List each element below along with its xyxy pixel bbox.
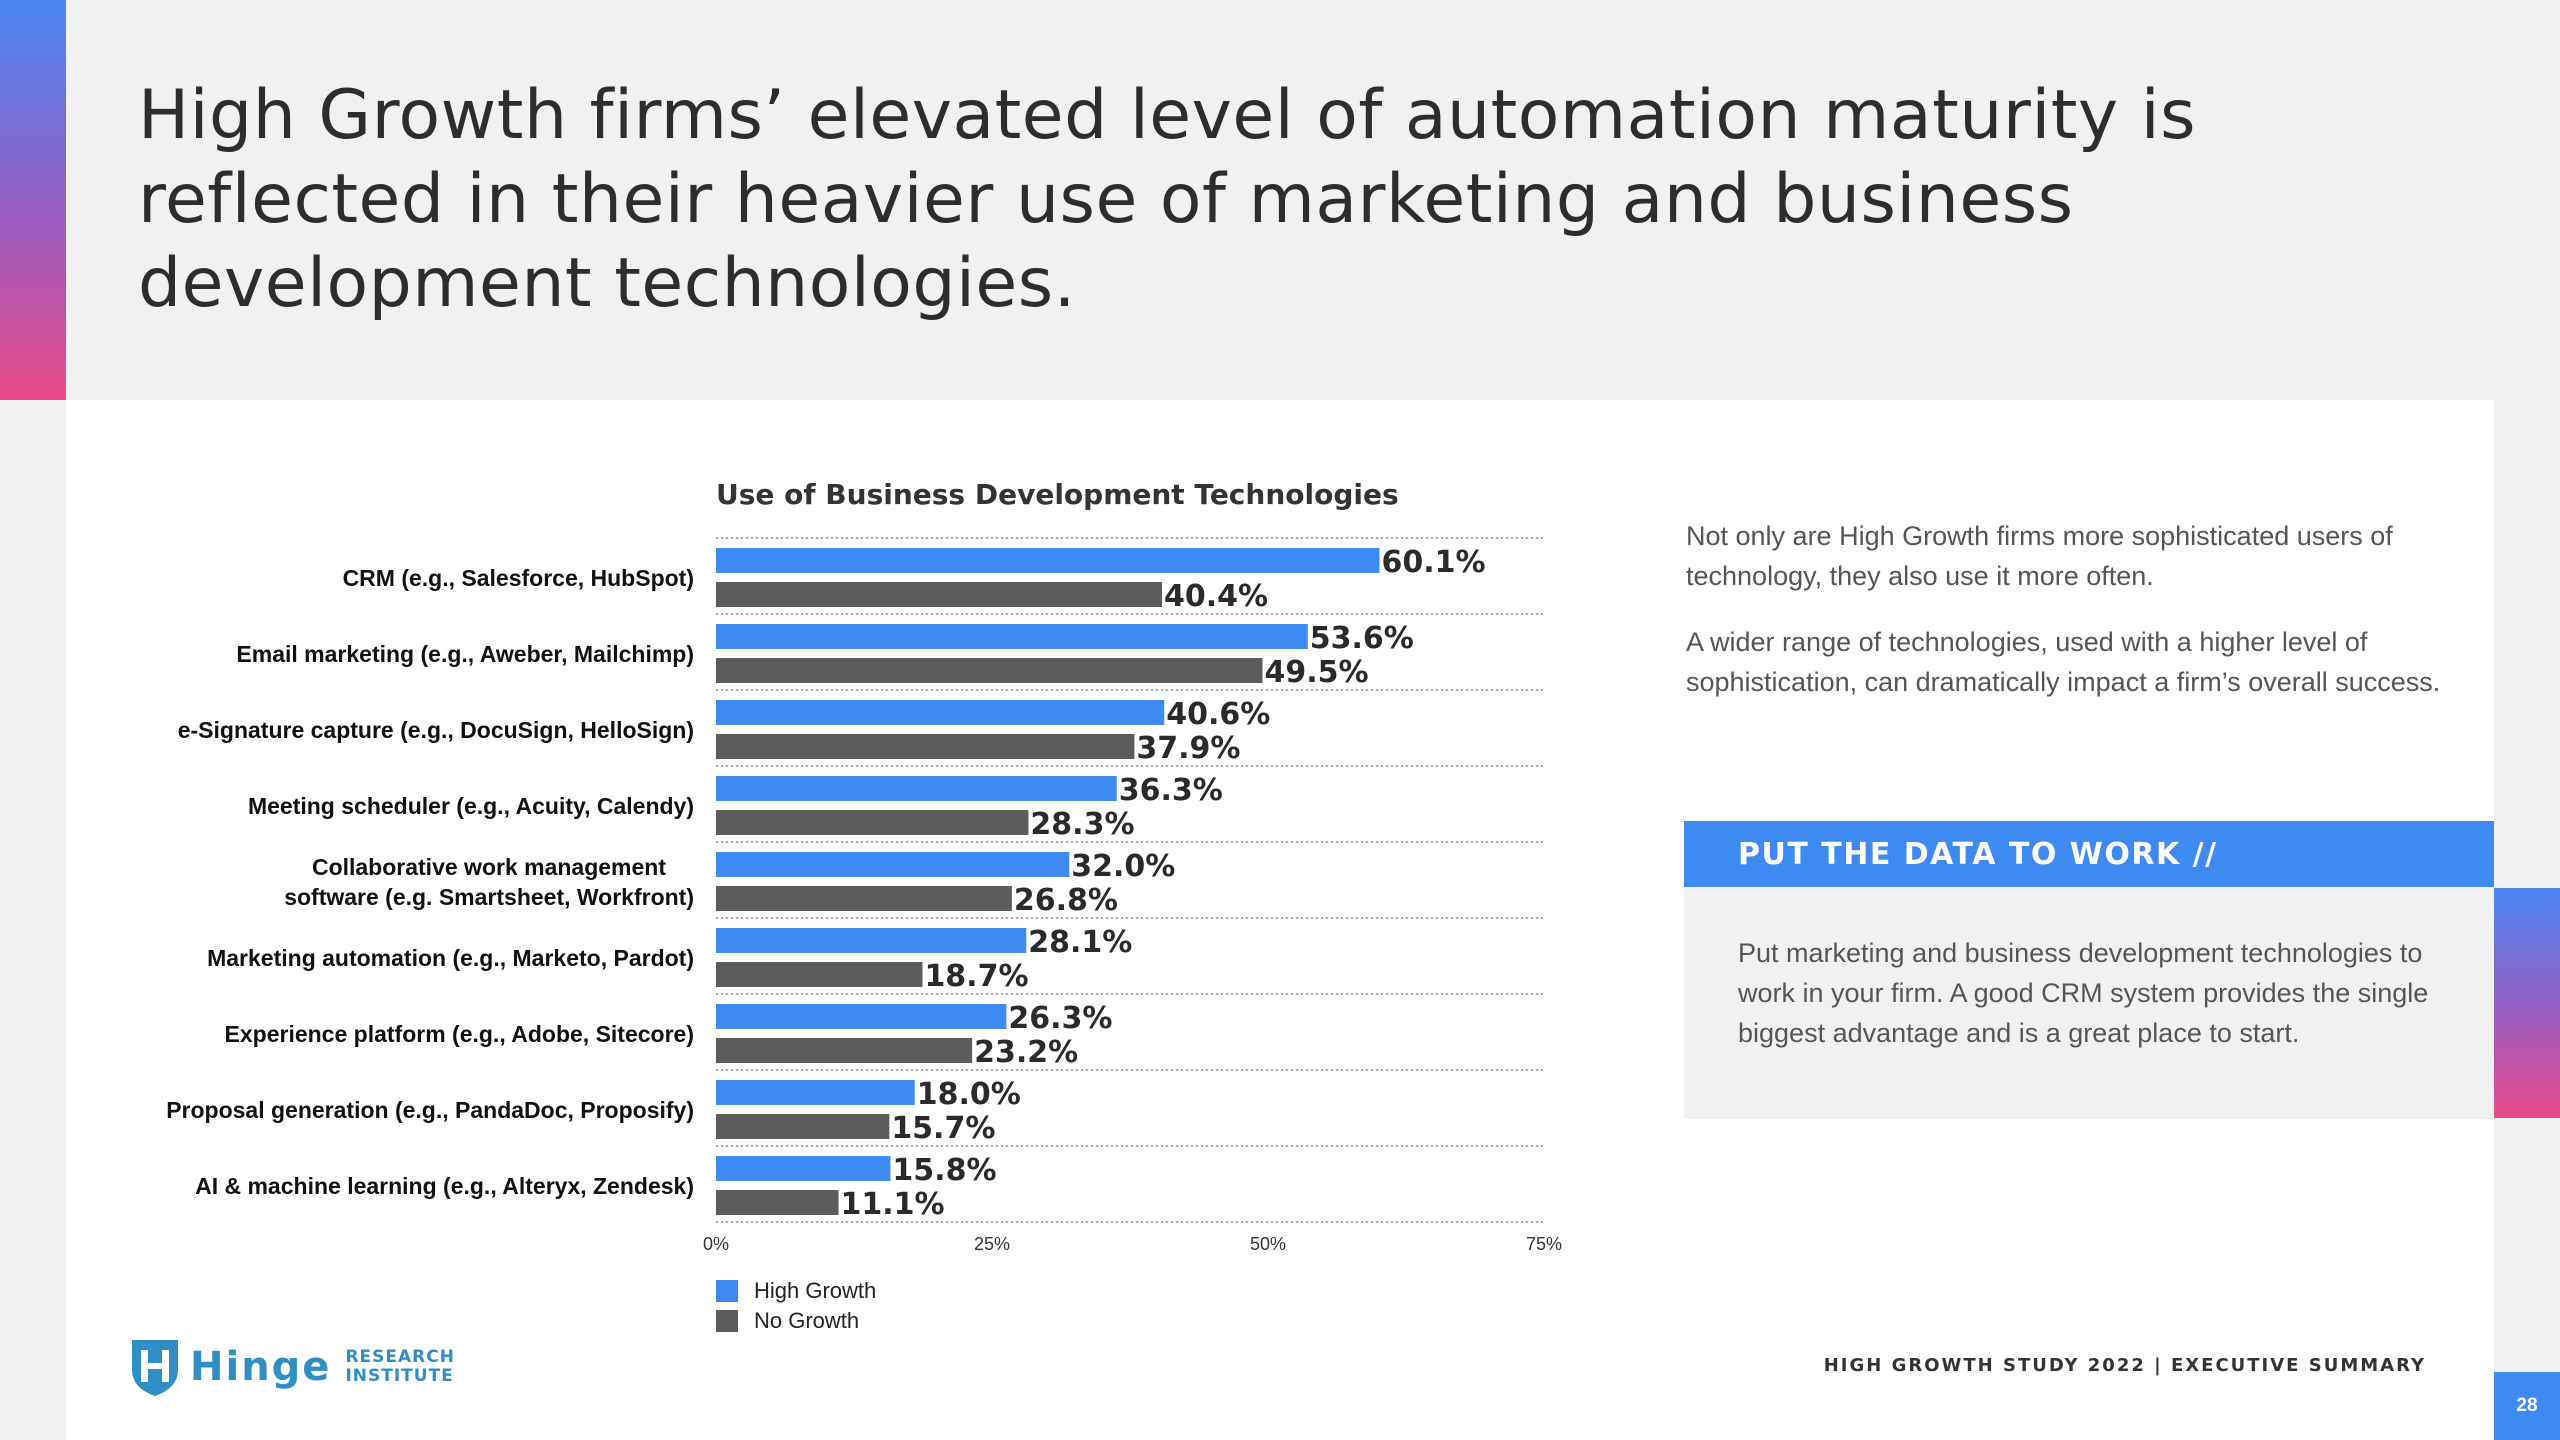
bar-chart: 60.1% 53.6% 40.6% 36.3% 32.0% 28.1% 26.3% 18.0%… xyxy=(703,537,1562,1254)
legend-swatch-no-growth xyxy=(716,1310,738,1332)
data-label: 28.3% xyxy=(1030,807,1134,842)
bar-no-growth xyxy=(716,810,1029,835)
data-label: 23.2% xyxy=(974,1035,1078,1070)
legend-label-high-growth: High Growth xyxy=(754,1278,877,1303)
x-tick-label: 75% xyxy=(1526,1234,1562,1254)
category-label: Collaborative work management software (e… xyxy=(146,852,694,912)
page-title: High Growth firms’ elevated level of aut… xyxy=(138,76,2197,323)
category-label: Experience platform (e.g., Adobe, Siteco… xyxy=(224,1021,694,1047)
x-tick-label: 0% xyxy=(703,1234,729,1254)
data-label: 15.8% xyxy=(892,1153,996,1188)
bar-high-growth xyxy=(716,624,1308,649)
logo-subtitle: RESEARCH INSTITUTE xyxy=(345,1348,455,1386)
hinge-logo: Hinge RESEARCH INSTITUTE xyxy=(130,1336,455,1398)
data-label: 60.1% xyxy=(1382,545,1486,580)
logo-sub-line-1: RESEARCH xyxy=(345,1347,455,1367)
legend-swatch-high-growth xyxy=(716,1280,738,1302)
bar-no-growth xyxy=(716,734,1135,759)
bar-high-growth xyxy=(716,852,1070,877)
data-label: 15.7% xyxy=(891,1111,995,1146)
data-label: 40.6% xyxy=(1166,697,1270,732)
cta-heading: PUT THE DATA TO WORK // xyxy=(1684,821,2494,887)
bar-high-growth xyxy=(716,1080,915,1105)
data-label: 32.0% xyxy=(1071,849,1175,884)
left-gradient-stripe xyxy=(0,0,66,400)
data-label: 37.9% xyxy=(1136,731,1240,766)
content-panel: Use of Business Development Technologies… xyxy=(66,400,2494,1440)
footer-text: HIGH GROWTH STUDY 2022 | EXECUTIVE SUMMA… xyxy=(1823,1355,2426,1376)
bar-no-growth xyxy=(716,1190,839,1215)
chart-title: Use of Business Development Technologies xyxy=(716,478,1399,511)
data-label: 26.8% xyxy=(1014,883,1118,918)
bar-high-growth xyxy=(716,1156,891,1181)
logo-wordmark: Hinge xyxy=(190,1344,332,1390)
data-label: 36.3% xyxy=(1119,773,1223,808)
bar-high-growth xyxy=(716,928,1027,953)
data-label: 53.6% xyxy=(1310,621,1414,656)
category-label-line: software (e.g. Smartsheet, Workfront) xyxy=(284,884,694,910)
chart-legend: High Growth No Growth xyxy=(716,1276,876,1336)
category-label: CRM (e.g., Salesforce, HubSpot) xyxy=(342,565,694,591)
bar-high-growth xyxy=(716,548,1380,573)
bar-no-growth xyxy=(716,658,1263,683)
side-paragraph-1: Not only are High Growth firms more soph… xyxy=(1686,521,2393,591)
x-tick-label: 50% xyxy=(1250,1234,1286,1254)
legend-item-high-growth: High Growth xyxy=(716,1276,876,1306)
category-label: Marketing automation (e.g., Marketo, Par… xyxy=(207,945,694,971)
data-label: 18.7% xyxy=(924,959,1028,994)
data-label: 28.1% xyxy=(1028,925,1132,960)
x-tick-label: 25% xyxy=(974,1234,1010,1254)
logo-sub-line-2: INSTITUTE xyxy=(345,1366,454,1386)
side-commentary: Not only are High Growth firms more soph… xyxy=(1686,516,2476,728)
right-gradient-stripe xyxy=(2494,888,2560,1118)
bar-high-growth xyxy=(716,700,1165,725)
bar-no-growth xyxy=(716,962,923,987)
page-number: 28 xyxy=(2494,1372,2560,1440)
data-label: 11.1% xyxy=(841,1187,945,1222)
side-paragraph-2: A wider range of technologies, used with… xyxy=(1686,627,2441,697)
data-label: 18.0% xyxy=(917,1077,1021,1112)
cta-body: Put marketing and business development t… xyxy=(1684,887,2494,1119)
category-label: e-Signature capture (e.g., DocuSign, Hel… xyxy=(177,717,694,743)
category-label: Meeting scheduler (e.g., Acuity, Calendy… xyxy=(247,793,694,819)
bar-no-growth xyxy=(716,886,1012,911)
category-label: AI & machine learning (e.g., Alteryx, Ze… xyxy=(195,1173,694,1199)
bar-no-growth xyxy=(716,582,1163,607)
bar-no-growth xyxy=(716,1114,890,1139)
bar-high-growth xyxy=(716,1004,1007,1029)
category-label-line: Collaborative work management xyxy=(311,854,666,880)
data-label: 26.3% xyxy=(1008,1001,1112,1036)
legend-label-no-growth: No Growth xyxy=(754,1308,860,1333)
legend-item-no-growth: No Growth xyxy=(716,1306,876,1336)
category-label: Email marketing (e.g., Aweber, Mailchimp… xyxy=(236,641,694,667)
category-label: Proposal generation (e.g., PandaDoc, Pro… xyxy=(166,1097,694,1123)
data-label: 40.4% xyxy=(1164,579,1268,614)
shield-logo-icon xyxy=(132,1340,178,1396)
bar-no-growth xyxy=(716,1038,973,1063)
bar-high-growth xyxy=(716,776,1117,801)
data-label: 49.5% xyxy=(1264,655,1368,690)
